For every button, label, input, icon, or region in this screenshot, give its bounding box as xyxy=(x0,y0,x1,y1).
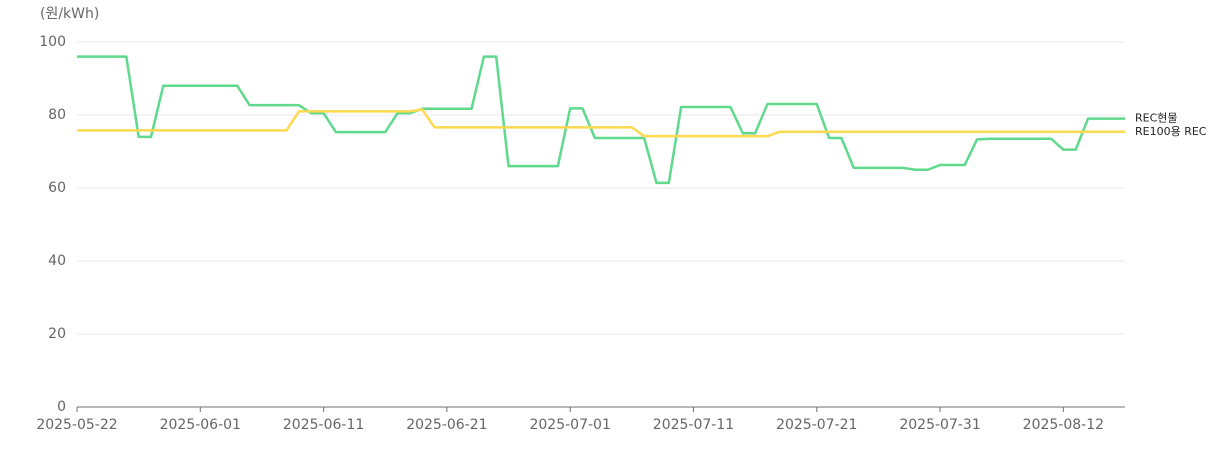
x-tick-label: 2025-06-21 xyxy=(406,417,487,433)
x-tick-label: 2025-05-22 xyxy=(36,417,117,433)
x-tick-label: 2025-07-21 xyxy=(776,417,857,433)
y-axis-label: (원/kWh) xyxy=(40,6,99,22)
y-tick-label: 20 xyxy=(48,326,66,342)
series-line xyxy=(77,55,1125,185)
x-tick-label: 2025-06-01 xyxy=(160,417,241,433)
y-tick-label: 40 xyxy=(48,253,66,269)
series-line xyxy=(77,108,1125,138)
series-end-label: RE100용 REC xyxy=(1135,125,1207,138)
x-tick-label: 2025-06-11 xyxy=(283,417,364,433)
y-tick-label: 60 xyxy=(48,180,66,196)
x-tick-label: 2025-07-11 xyxy=(653,417,734,433)
series-end-label: REC현물 xyxy=(1135,112,1178,125)
x-tick-label: 2025-07-31 xyxy=(899,417,980,433)
y-tick-label: 80 xyxy=(48,107,66,123)
x-tick-label: 2025-08-12 xyxy=(1023,417,1104,433)
y-tick-label: 100 xyxy=(39,34,66,50)
x-tick-label: 2025-07-01 xyxy=(529,417,610,433)
y-tick-label: 0 xyxy=(57,399,66,415)
